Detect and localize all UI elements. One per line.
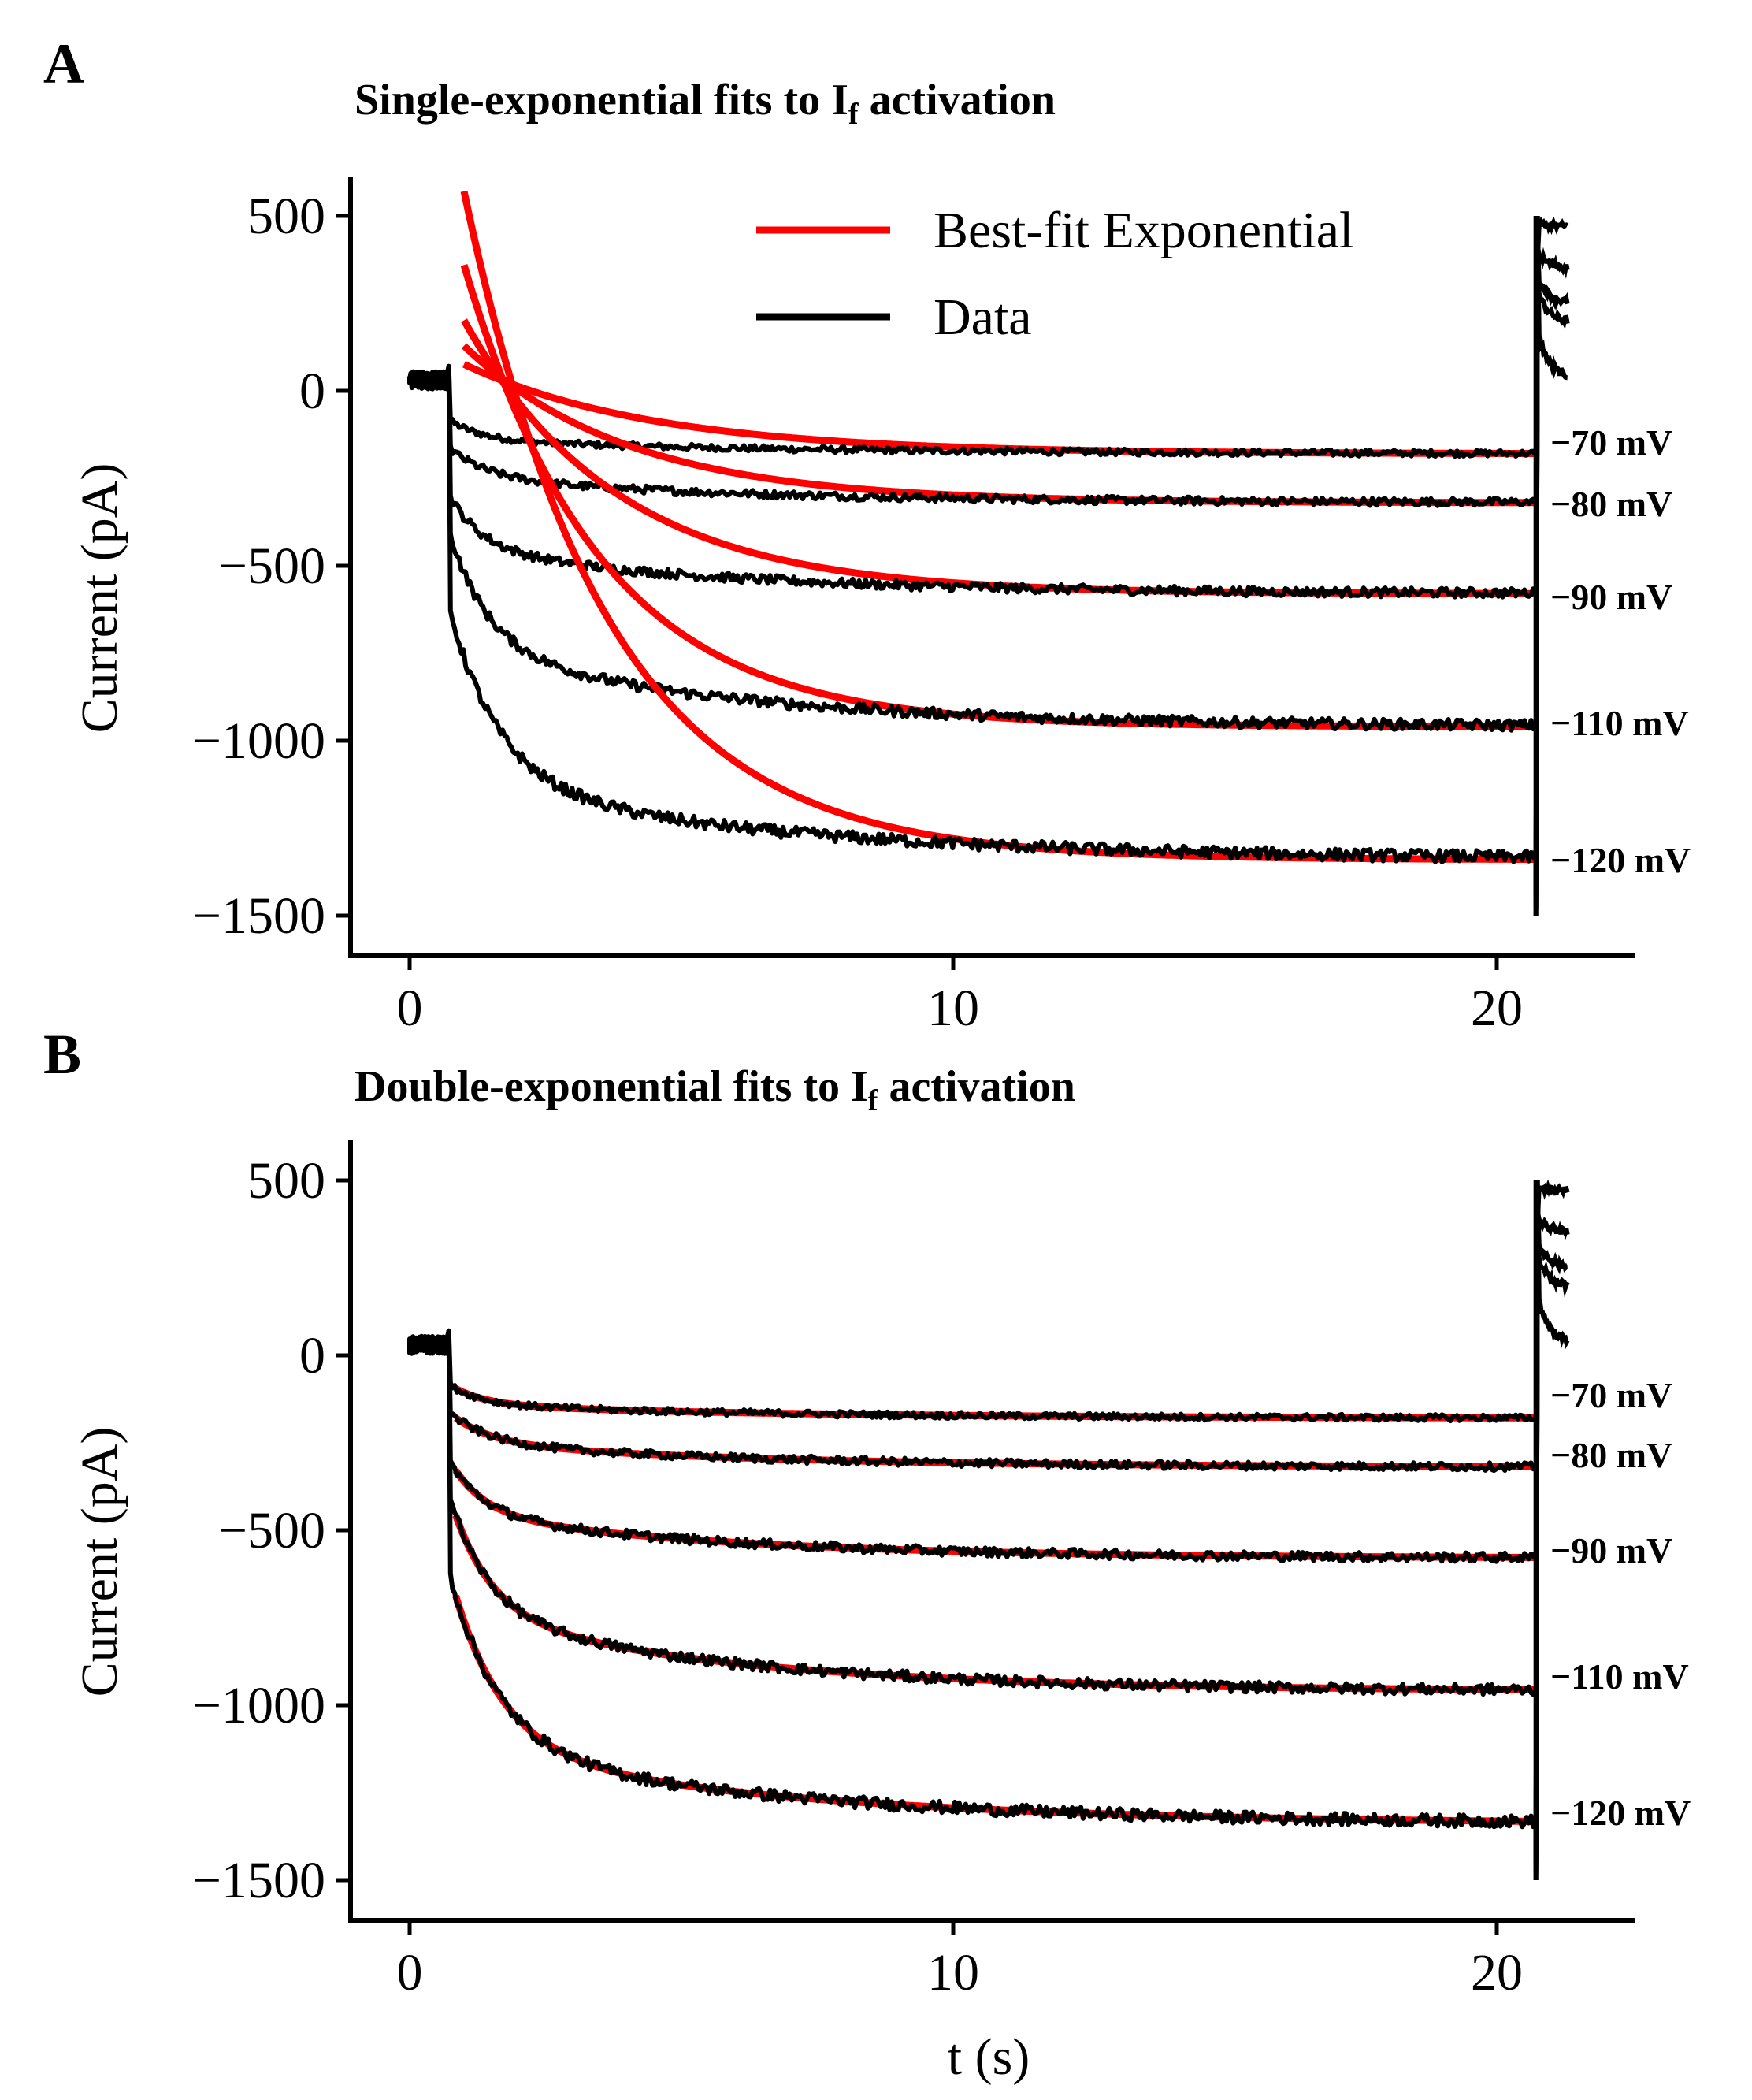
voltage-label: −90 mV: [1550, 577, 1672, 617]
tail-current: [1533, 247, 1570, 895]
y-tick-label: −1000: [192, 1677, 325, 1734]
trace-70mv: −70 mV: [407, 215, 1672, 916]
y-tick-label: 500: [247, 1152, 325, 1210]
fit-line: [452, 1594, 1535, 1825]
voltage-label: −90 mV: [1550, 1530, 1672, 1570]
data-line: [407, 363, 1538, 600]
trace-110mv: −110 mV: [407, 1211, 1689, 1860]
voltage-label: −110 mV: [1550, 703, 1689, 743]
trace-110mv: −110 mV: [407, 247, 1689, 895]
x-axis-label: t (s): [948, 2028, 1030, 2086]
y-tick-label: −1500: [192, 1852, 325, 1909]
y-tick-label: −500: [218, 1502, 325, 1559]
x-tick-label: 0: [397, 979, 423, 1037]
y-tick-label: 0: [299, 1327, 325, 1385]
panel-label: A: [43, 32, 84, 95]
tail-current: [1533, 1180, 1570, 1881]
fit-line: [462, 361, 1534, 457]
voltage-label: −70 mV: [1550, 1375, 1672, 1415]
y-tick-label: 0: [299, 362, 325, 420]
tail-current: [1533, 236, 1570, 902]
x-tick-label: 20: [1471, 979, 1523, 1037]
trace-120mv: −120 mV: [407, 190, 1691, 888]
tail-current: [1533, 1191, 1570, 1874]
voltage-label: −80 mV: [1550, 1435, 1672, 1475]
x-tick-label: 10: [927, 1944, 979, 2002]
data-line: [407, 1328, 1537, 1697]
tail-current: [1533, 1211, 1570, 1860]
fit-line: [452, 1514, 1535, 1693]
y-axis-label: Current (pA): [71, 1427, 128, 1697]
data-line: [407, 1328, 1538, 1564]
trace-80mv: −80 mV: [407, 226, 1672, 909]
data-line: [407, 1328, 1537, 1473]
data-line: [407, 363, 1537, 733]
voltage-label: −120 mV: [1550, 1793, 1691, 1833]
panel-title: Double-exponential fits to If activation: [354, 1062, 1075, 1117]
y-axis-label: Current (pA): [71, 463, 128, 734]
tail-current: [1533, 216, 1569, 888]
fit-line: [461, 318, 1534, 597]
tail-current: [1533, 215, 1568, 916]
tail-current: [1533, 1201, 1568, 1867]
fit-line: [461, 343, 1534, 507]
trace-90mv: −90 mV: [407, 1201, 1672, 1867]
x-tick-label: 20: [1471, 1944, 1523, 2002]
voltage-label: −80 mV: [1550, 484, 1672, 524]
trace-120mv: −120 mV: [407, 1179, 1691, 1853]
y-tick-label: −500: [218, 537, 325, 595]
panel-label: B: [43, 1023, 81, 1086]
data-line: [407, 363, 1538, 508]
legend-label-data: Data: [934, 288, 1032, 346]
fit-line: [452, 1468, 1535, 1561]
y-tick-label: −1000: [192, 712, 325, 770]
voltage-label: −70 mV: [1550, 422, 1672, 463]
legend: Best-fit Exponential Data: [756, 202, 1353, 346]
tail-current: [1533, 226, 1570, 909]
data-line: [407, 1328, 1537, 1830]
trace-70mv: −70 mV: [407, 1180, 1672, 1881]
voltage-label: −120 mV: [1550, 840, 1691, 880]
trace-80mv: −80 mV: [407, 1191, 1672, 1874]
data-line: [407, 363, 1537, 459]
tail-current: [1533, 1179, 1570, 1853]
x-tick-label: 10: [927, 979, 979, 1037]
panel-b: B Double-exponential fits to If activatio…: [43, 1023, 1691, 2086]
panel-a: A Single-exponential fits to If activatio…: [43, 32, 1691, 1037]
x-tick-label: 0: [397, 1944, 423, 2002]
trace-90mv: −90 mV: [407, 236, 1672, 902]
panel-title: Single-exponential fits to If activation: [354, 76, 1056, 131]
voltage-label: −110 mV: [1550, 1656, 1689, 1697]
data-line: [407, 363, 1538, 864]
y-tick-label: 500: [247, 188, 325, 245]
data-line: [407, 1328, 1537, 1424]
y-tick-label: −1500: [192, 887, 325, 945]
legend-label-fit: Best-fit Exponential: [934, 202, 1353, 259]
